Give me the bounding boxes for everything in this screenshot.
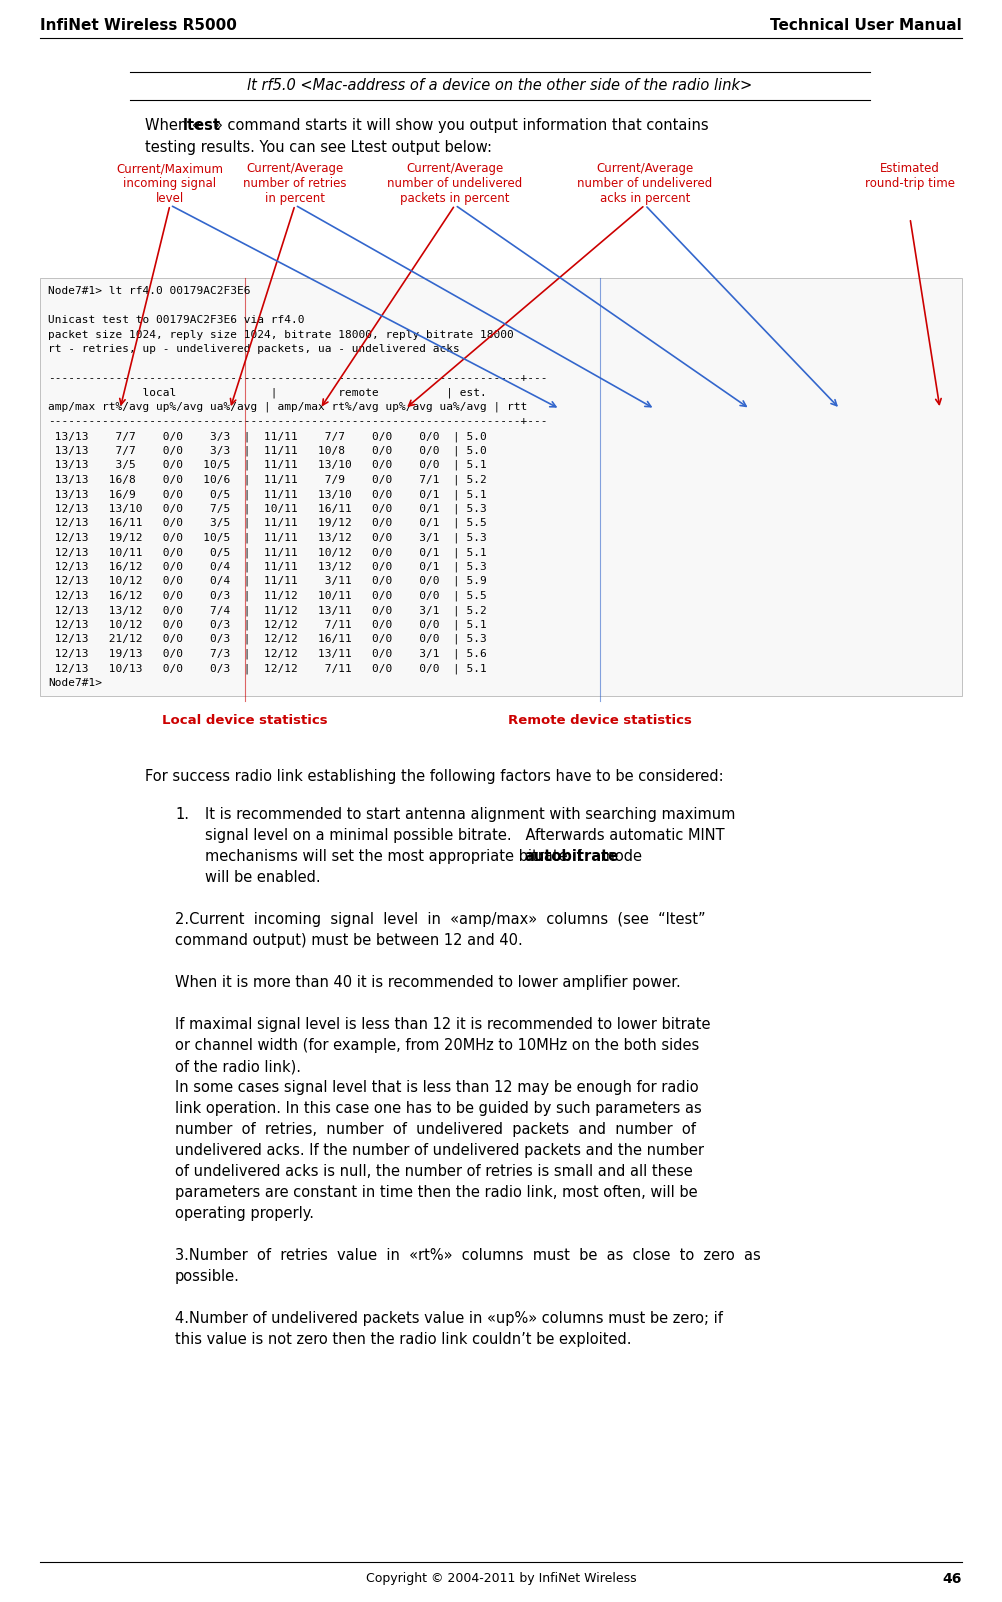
Text: 1.: 1. [175, 807, 189, 822]
Text: link operation. In this case one has to be guided by such parameters as: link operation. In this case one has to … [175, 1101, 701, 1117]
Text: Current/Maximum
incoming signal
level: Current/Maximum incoming signal level [116, 162, 223, 205]
Text: mechanisms will set the most appropriate bitrate if: mechanisms will set the most appropriate… [205, 849, 586, 863]
Text: packet size 1024, reply size 1024, bitrate 18000, reply bitrate 18000: packet size 1024, reply size 1024, bitra… [48, 330, 514, 340]
Text: In some cases signal level that is less than 12 may be enough for radio: In some cases signal level that is less … [175, 1080, 698, 1096]
Text: 12/13   16/12   0/0    0/3  |  11/12   10/11   0/0    0/0  | 5.5: 12/13 16/12 0/0 0/3 | 11/12 10/11 0/0 0/… [48, 591, 487, 601]
Text: ----------------------------------------------------------------------+---: ----------------------------------------… [48, 373, 547, 383]
Text: will be enabled.: will be enabled. [205, 870, 321, 884]
Text: operating properly.: operating properly. [175, 1206, 314, 1221]
Text: or channel width (for example, from 20MHz to 10MHz on the both sides: or channel width (for example, from 20MH… [175, 1038, 699, 1053]
Text: 13/13   16/9    0/0    0/5  |  11/11   13/10   0/0    0/1  | 5.1: 13/13 16/9 0/0 0/5 | 11/11 13/10 0/0 0/1… [48, 489, 487, 500]
Text: of the radio link).: of the radio link). [175, 1059, 301, 1073]
Text: Estimated
round-trip time: Estimated round-trip time [865, 162, 955, 191]
Text: 12/13   19/12   0/0   10/5  |  11/11   13/12   0/0    3/1  | 5.3: 12/13 19/12 0/0 10/5 | 11/11 13/12 0/0 3… [48, 532, 487, 543]
Text: testing results. You can see Ltest output below:: testing results. You can see Ltest outpu… [145, 139, 492, 155]
Text: command output) must be between 12 and 40.: command output) must be between 12 and 4… [175, 932, 523, 948]
Text: Node7#1>: Node7#1> [48, 678, 102, 687]
Text: When «: When « [145, 119, 200, 133]
Text: undelivered acks. If the number of undelivered packets and the number: undelivered acks. If the number of undel… [175, 1142, 704, 1158]
Text: 13/13   16/8    0/0   10/6  |  11/11    7/9    0/0    7/1  | 5.2: 13/13 16/8 0/0 10/6 | 11/11 7/9 0/0 7/1 … [48, 474, 487, 485]
Text: 13/13    3/5    0/0   10/5  |  11/11   13/10   0/0    0/0  | 5.1: 13/13 3/5 0/0 10/5 | 11/11 13/10 0/0 0/0… [48, 460, 487, 471]
Text: Local device statistics: Local device statistics [162, 714, 328, 727]
Bar [40, 279, 962, 695]
Text: local              |         remote          | est.: local | remote | est. [48, 388, 487, 397]
Text: rt - retries, up - undelivered packets, ua - undelivered acks: rt - retries, up - undelivered packets, … [48, 344, 460, 354]
Text: Current/Average
number of undelivered
packets in percent: Current/Average number of undelivered pa… [388, 162, 523, 205]
Text: 12/13   10/12   0/0    0/3  |  12/12    7/11   0/0    0/0  | 5.1: 12/13 10/12 0/0 0/3 | 12/12 7/11 0/0 0/0… [48, 620, 487, 630]
Text: amp/max rt%/avg up%/avg ua%/avg | amp/max rt%/avg up%/avg ua%/avg | rtt: amp/max rt%/avg up%/avg ua%/avg | amp/ma… [48, 402, 527, 412]
Text: lt rf5.0 <Mac-address of a device on the other side of the radio link>: lt rf5.0 <Mac-address of a device on the… [247, 78, 753, 93]
Text: » command starts it will show you output information that contains: » command starts it will show you output… [214, 119, 709, 133]
Text: 12/13   19/13   0/0    7/3  |  12/12   13/11   0/0    3/1  | 5.6: 12/13 19/13 0/0 7/3 | 12/12 13/11 0/0 3/… [48, 649, 487, 658]
Text: If maximal signal level is less than 12 it is recommended to lower bitrate: If maximal signal level is less than 12 … [175, 1017, 710, 1032]
Text: number  of  retries,  number  of  undelivered  packets  and  number  of: number of retries, number of undelivered… [175, 1121, 695, 1137]
Text: signal level on a minimal possible bitrate.   Afterwards automatic MINT: signal level on a minimal possible bitra… [205, 828, 724, 843]
Text: Node7#1> lt rf4.0 00179AC2F3E6: Node7#1> lt rf4.0 00179AC2F3E6 [48, 287, 251, 296]
Text: 12/13   10/11   0/0    0/5  |  11/11   10/12   0/0    0/1  | 5.1: 12/13 10/11 0/0 0/5 | 11/11 10/12 0/0 0/… [48, 546, 487, 557]
Text: mode: mode [596, 849, 642, 863]
Text: possible.: possible. [175, 1269, 239, 1283]
Text: Copyright © 2004-2011 by InfiNet Wireless: Copyright © 2004-2011 by InfiNet Wireles… [366, 1572, 636, 1584]
Text: 12/13   21/12   0/0    0/3  |  12/12   16/11   0/0    0/0  | 5.3: 12/13 21/12 0/0 0/3 | 12/12 16/11 0/0 0/… [48, 634, 487, 644]
Text: Current/Average
number of retries
in percent: Current/Average number of retries in per… [243, 162, 347, 205]
Text: 12/13   13/12   0/0    7/4  |  11/12   13/11   0/0    3/1  | 5.2: 12/13 13/12 0/0 7/4 | 11/12 13/11 0/0 3/… [48, 606, 487, 615]
Text: 13/13    7/7    0/0    3/3  |  11/11    7/7    0/0    0/0  | 5.0: 13/13 7/7 0/0 3/3 | 11/11 7/7 0/0 0/0 | … [48, 431, 487, 442]
Text: ----------------------------------------------------------------------+---: ----------------------------------------… [48, 417, 547, 426]
Text: parameters are constant in time then the radio link, most often, will be: parameters are constant in time then the… [175, 1185, 697, 1200]
Text: It is recommended to start antenna alignment with searching maximum: It is recommended to start antenna align… [205, 807, 735, 822]
Text: 13/13    7/7    0/0    3/3  |  11/11   10/8    0/0    0/0  | 5.0: 13/13 7/7 0/0 3/3 | 11/11 10/8 0/0 0/0 |… [48, 445, 487, 457]
Text: InfiNet Wireless R5000: InfiNet Wireless R5000 [40, 18, 236, 34]
Text: autobitrate: autobitrate [525, 849, 619, 863]
Text: 12/13   16/12   0/0    0/4  |  11/11   13/12   0/0    0/1  | 5.3: 12/13 16/12 0/0 0/4 | 11/11 13/12 0/0 0/… [48, 561, 487, 572]
Text: Current/Average
number of undelivered
acks in percent: Current/Average number of undelivered ac… [577, 162, 712, 205]
Text: 12/13   10/13   0/0    0/3  |  12/12    7/11   0/0    0/0  | 5.1: 12/13 10/13 0/0 0/3 | 12/12 7/11 0/0 0/0… [48, 663, 487, 673]
Text: Remote device statistics: Remote device statistics [508, 714, 692, 727]
Text: 12/13   16/11   0/0    3/5  |  11/11   19/12   0/0    0/1  | 5.5: 12/13 16/11 0/0 3/5 | 11/11 19/12 0/0 0/… [48, 517, 487, 529]
Text: For success radio link establishing the following factors have to be considered:: For success radio link establishing the … [145, 769, 723, 783]
Text: Technical User Manual: Technical User Manual [771, 18, 962, 34]
Text: ltest: ltest [182, 119, 220, 133]
Text: 4.Number of undelivered packets value in «up%» columns must be zero; if: 4.Number of undelivered packets value in… [175, 1310, 722, 1326]
Text: Unicast test to 00179AC2F3E6 via rf4.0: Unicast test to 00179AC2F3E6 via rf4.0 [48, 316, 305, 325]
Text: 12/13   10/12   0/0    0/4  |  11/11    3/11   0/0    0/0  | 5.9: 12/13 10/12 0/0 0/4 | 11/11 3/11 0/0 0/0… [48, 577, 487, 586]
Text: 46: 46 [943, 1572, 962, 1586]
Text: 3.Number  of  retries  value  in  «rt%»  columns  must  be  as  close  to  zero : 3.Number of retries value in «rt%» colum… [175, 1248, 761, 1262]
Text: of undelivered acks is null, the number of retries is small and all these: of undelivered acks is null, the number … [175, 1165, 692, 1179]
Text: this value is not zero then the radio link couldn’t be exploited.: this value is not zero then the radio li… [175, 1331, 631, 1347]
Text: 12/13   13/10   0/0    7/5  |  10/11   16/11   0/0    0/1  | 5.3: 12/13 13/10 0/0 7/5 | 10/11 16/11 0/0 0/… [48, 503, 487, 514]
Text: 2.Current  incoming  signal  level  in  «amp/max»  columns  (see  “ltest”: 2.Current incoming signal level in «amp/… [175, 912, 705, 928]
Text: When it is more than 40 it is recommended to lower amplifier power.: When it is more than 40 it is recommende… [175, 976, 680, 990]
